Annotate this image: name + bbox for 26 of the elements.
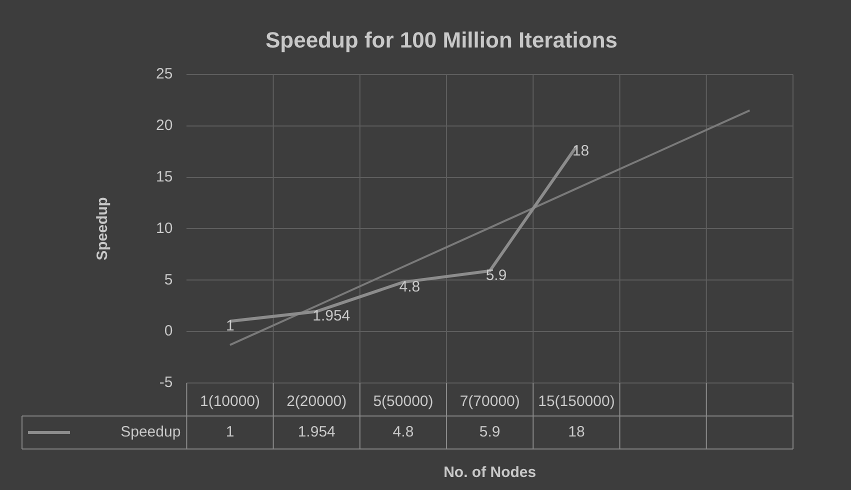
data-label: 5.9 (479, 424, 500, 441)
text: Speedup (120, 424, 181, 441)
y-tick-label: 25 (156, 66, 173, 83)
x-tick-label: 7(70000) (460, 393, 520, 410)
chart-title: Speedup for 100 Million Iterations (265, 27, 618, 52)
text: 4.8 (399, 278, 420, 296)
y-tick-label: 20 (156, 116, 173, 134)
x-tick-label: 15(150000) (538, 393, 615, 410)
x-axis-title: No. of Nodes (444, 464, 536, 482)
x-tick-label: 2(20000) (286, 393, 347, 410)
y-tick-label: 15 (156, 168, 173, 186)
text: 1 (226, 317, 234, 334)
text: 18 (572, 142, 590, 160)
y-tick-label: -5 (159, 374, 173, 392)
y-axis-title: Speedup (94, 197, 112, 260)
data-label: 18 (568, 424, 585, 441)
y-tick-label: 10 (156, 220, 173, 237)
x-tick-label: 1(10000) (200, 393, 260, 410)
y-tick-label: 0 (164, 322, 173, 340)
text: 1.954 (312, 308, 350, 325)
y-tick-label: 5 (164, 271, 173, 288)
x-tick-label: 5(50000) (373, 393, 434, 410)
data-label: 1 (226, 424, 234, 441)
text: 5.9 (486, 267, 507, 284)
data-label: 4.8 (392, 424, 414, 441)
data-label: 1.954 (298, 424, 336, 441)
